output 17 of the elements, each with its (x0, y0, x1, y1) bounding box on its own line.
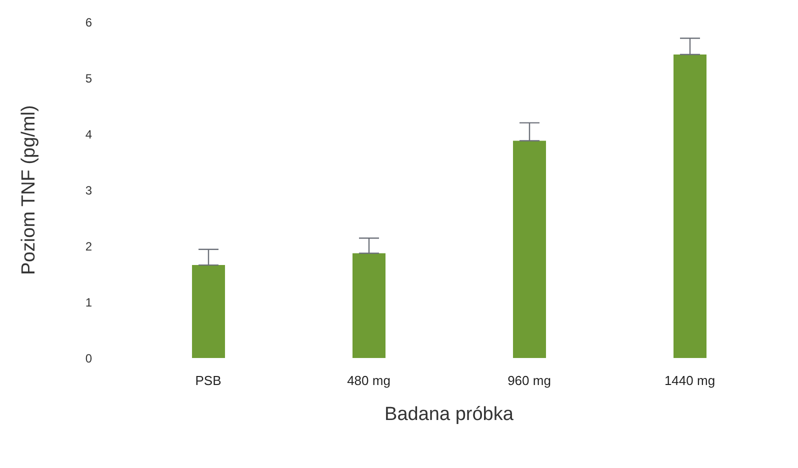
x-tick-label: PSB (195, 373, 222, 388)
y-tick-label: 5 (85, 71, 92, 86)
y-tick-label: 3 (85, 183, 92, 198)
bar (352, 253, 386, 358)
x-tick-label: 960 mg (508, 373, 551, 388)
y-tick-label: 1 (85, 295, 92, 310)
x-tick-label: 1440 mg (664, 373, 716, 388)
x-tick-label: 480 mg (347, 373, 390, 388)
bar (674, 54, 706, 358)
y-tick-label: 4 (85, 127, 92, 142)
y-axis-title: Poziom TNF (pg/ml) (18, 105, 40, 275)
bar (192, 265, 225, 358)
bar (513, 140, 546, 358)
x-axis-title: Badana próbka (384, 404, 514, 425)
y-tick-label: 2 (85, 239, 92, 254)
y-tick-label: 0 (85, 351, 92, 366)
y-tick-label: 6 (85, 15, 92, 30)
